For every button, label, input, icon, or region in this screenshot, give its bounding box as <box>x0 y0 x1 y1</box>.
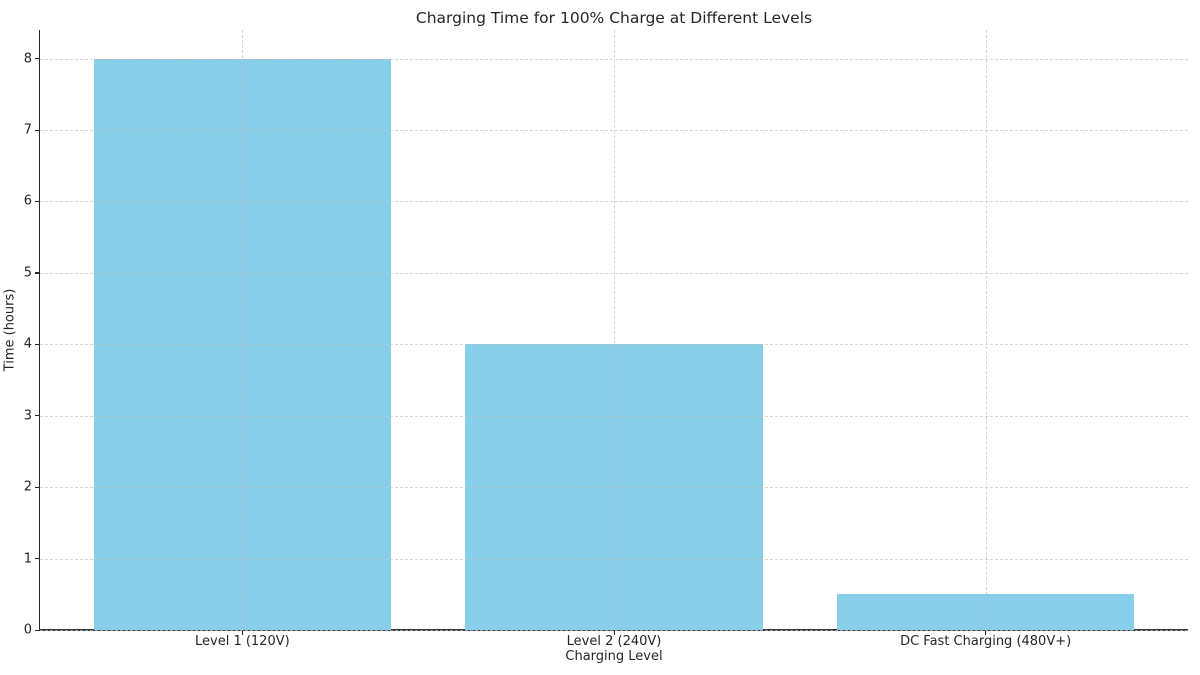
x-axis-label: Charging Level <box>565 649 663 664</box>
x-tick-label: DC Fast Charging (480V+) <box>900 634 1072 649</box>
y-tick-label: 1 <box>23 551 32 567</box>
y-tick-label: 3 <box>23 408 32 424</box>
gridline-vertical <box>985 30 987 630</box>
gridline-vertical <box>242 30 244 630</box>
y-tick-label: 4 <box>23 336 32 352</box>
y-tick-mark <box>35 415 40 417</box>
y-axis-spine <box>39 30 41 631</box>
x-tick-label: Level 2 (240V) <box>566 634 662 649</box>
y-tick-mark <box>35 129 40 131</box>
y-tick-label: 2 <box>23 479 32 495</box>
y-tick-label: 0 <box>23 622 32 638</box>
x-tick-label: Level 1 (120V) <box>194 634 290 649</box>
y-tick-label: 6 <box>23 193 32 209</box>
x-tick-mark <box>613 630 615 635</box>
y-tick-mark <box>35 486 40 488</box>
plot-area <box>39 30 1188 631</box>
y-tick-mark <box>35 58 40 60</box>
x-tick-mark <box>985 630 987 635</box>
gridline-horizontal <box>40 630 1188 631</box>
y-tick-mark <box>35 272 40 274</box>
y-tick-mark <box>35 629 40 631</box>
gridline-vertical <box>614 30 615 630</box>
y-tick-mark <box>35 200 40 203</box>
chart-title: Charging Time for 100% Charge at Differe… <box>415 9 813 27</box>
y-tick-label: 5 <box>23 265 32 281</box>
y-tick-mark <box>35 558 40 560</box>
y-tick-mark <box>35 343 40 345</box>
y-axis-label: Time (hours) <box>2 288 18 372</box>
y-tick-label: 8 <box>23 51 32 67</box>
y-tick-label: 7 <box>23 122 32 138</box>
x-tick-mark <box>241 630 244 635</box>
